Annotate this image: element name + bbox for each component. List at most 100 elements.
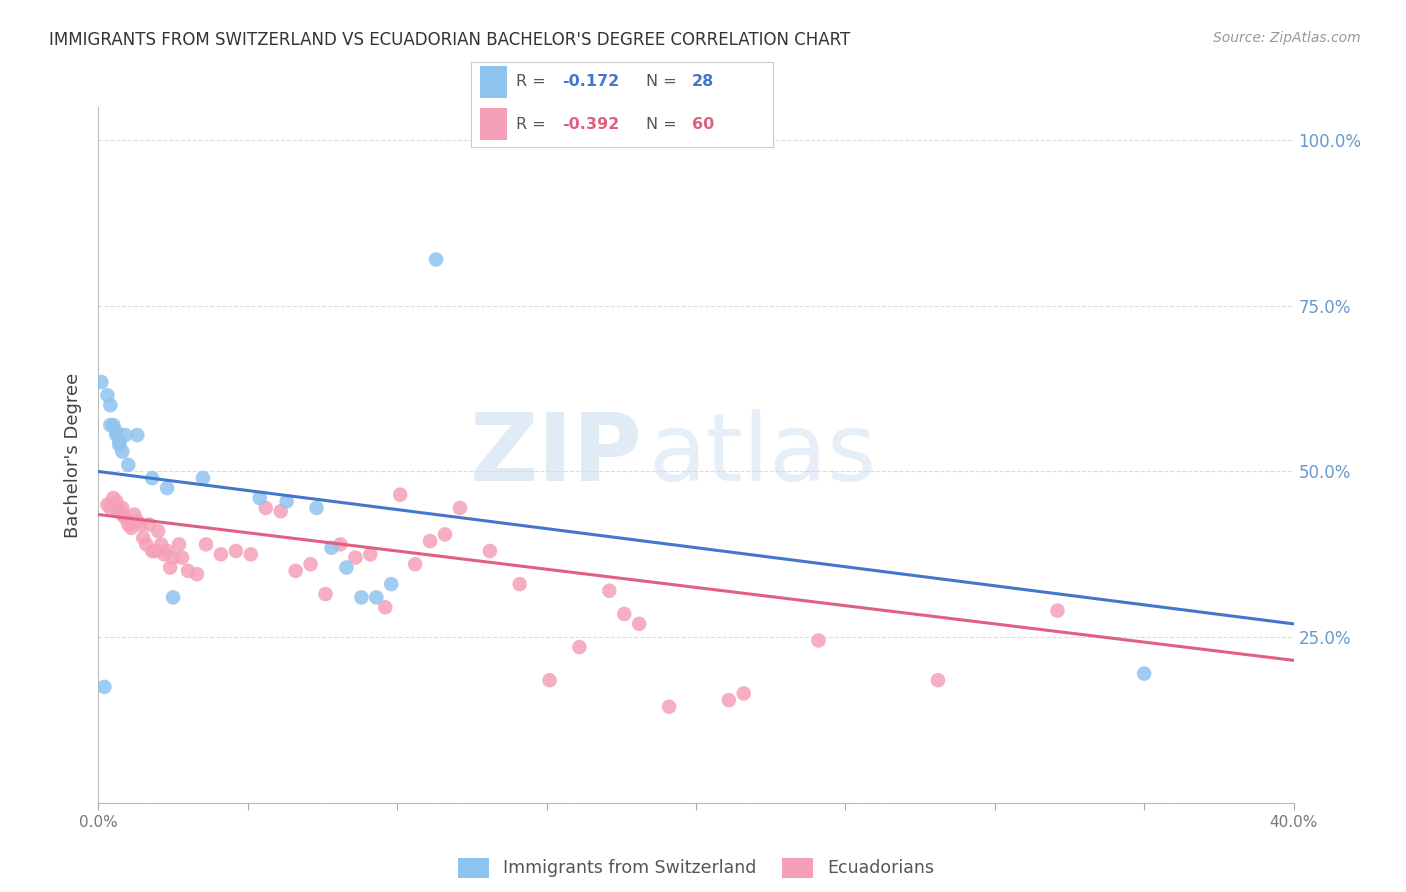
Point	[159, 560, 181, 574]
Point	[613, 607, 636, 621]
Point	[120, 521, 142, 535]
Point	[135, 537, 157, 551]
Text: ZIP: ZIP	[470, 409, 643, 501]
Point	[127, 514, 149, 528]
Point	[148, 524, 170, 538]
Point	[153, 547, 176, 561]
Point	[100, 398, 122, 412]
Point	[299, 558, 322, 572]
Point	[132, 531, 155, 545]
Point	[329, 537, 352, 551]
Point	[100, 500, 122, 515]
Point	[105, 494, 128, 508]
Text: Source: ZipAtlas.com: Source: ZipAtlas.com	[1213, 31, 1361, 45]
Point	[658, 699, 681, 714]
Point	[100, 418, 122, 433]
Point	[239, 547, 262, 561]
Point	[124, 508, 146, 522]
Point	[103, 418, 125, 433]
Point	[225, 544, 247, 558]
Point	[162, 550, 184, 565]
Point	[359, 547, 381, 561]
Text: -0.172: -0.172	[562, 74, 619, 89]
Point	[108, 434, 131, 449]
Point	[114, 428, 136, 442]
Point	[129, 517, 152, 532]
Point	[105, 425, 128, 439]
Point	[167, 537, 190, 551]
Point	[425, 252, 447, 267]
Point	[96, 388, 118, 402]
Point	[93, 680, 115, 694]
Text: atlas: atlas	[648, 409, 876, 501]
Point	[108, 504, 131, 518]
Point	[114, 511, 136, 525]
Point	[538, 673, 561, 688]
Point	[209, 547, 232, 561]
Point	[1133, 666, 1156, 681]
Text: N =: N =	[647, 117, 682, 132]
Legend: Immigrants from Switzerland, Ecuadorians: Immigrants from Switzerland, Ecuadorians	[451, 851, 941, 885]
Point	[434, 527, 457, 541]
Point	[389, 488, 412, 502]
Point	[366, 591, 388, 605]
Point	[108, 438, 131, 452]
Point	[404, 558, 426, 572]
Point	[807, 633, 830, 648]
Point	[419, 534, 441, 549]
Bar	[479, 66, 508, 98]
Point	[150, 537, 173, 551]
Point	[321, 541, 343, 555]
Point	[117, 458, 139, 472]
Point	[249, 491, 271, 505]
Point	[162, 591, 184, 605]
Y-axis label: Bachelor's Degree: Bachelor's Degree	[65, 372, 83, 538]
Point	[717, 693, 740, 707]
Point	[138, 517, 160, 532]
Point	[449, 500, 471, 515]
Point	[141, 471, 163, 485]
Point	[195, 537, 218, 551]
Point	[315, 587, 337, 601]
Text: -0.392: -0.392	[562, 117, 619, 132]
Point	[186, 567, 208, 582]
Text: R =: R =	[516, 74, 551, 89]
Point	[284, 564, 307, 578]
Point	[254, 500, 277, 515]
Text: 28: 28	[692, 74, 714, 89]
Point	[927, 673, 949, 688]
Text: R =: R =	[516, 117, 551, 132]
Point	[111, 500, 134, 515]
Point	[270, 504, 292, 518]
Point	[305, 500, 328, 515]
Point	[509, 577, 531, 591]
Point	[344, 550, 367, 565]
Point	[96, 498, 118, 512]
Point	[628, 616, 651, 631]
Point	[103, 491, 125, 505]
Point	[143, 544, 166, 558]
Point	[105, 500, 128, 515]
Point	[90, 375, 112, 389]
Point	[1046, 604, 1069, 618]
Point	[478, 544, 501, 558]
Point	[156, 481, 179, 495]
Point	[350, 591, 373, 605]
Point	[127, 428, 149, 442]
Point	[276, 494, 298, 508]
Bar	[479, 108, 508, 140]
Point	[105, 428, 128, 442]
Point	[374, 600, 396, 615]
Point	[172, 550, 194, 565]
Point	[117, 517, 139, 532]
Point	[568, 640, 591, 654]
Text: IMMIGRANTS FROM SWITZERLAND VS ECUADORIAN BACHELOR'S DEGREE CORRELATION CHART: IMMIGRANTS FROM SWITZERLAND VS ECUADORIA…	[49, 31, 851, 49]
Point	[380, 577, 402, 591]
Point	[177, 564, 200, 578]
Text: N =: N =	[647, 74, 682, 89]
Point	[111, 508, 134, 522]
Point	[141, 544, 163, 558]
Point	[598, 583, 620, 598]
Point	[111, 444, 134, 458]
Point	[191, 471, 214, 485]
